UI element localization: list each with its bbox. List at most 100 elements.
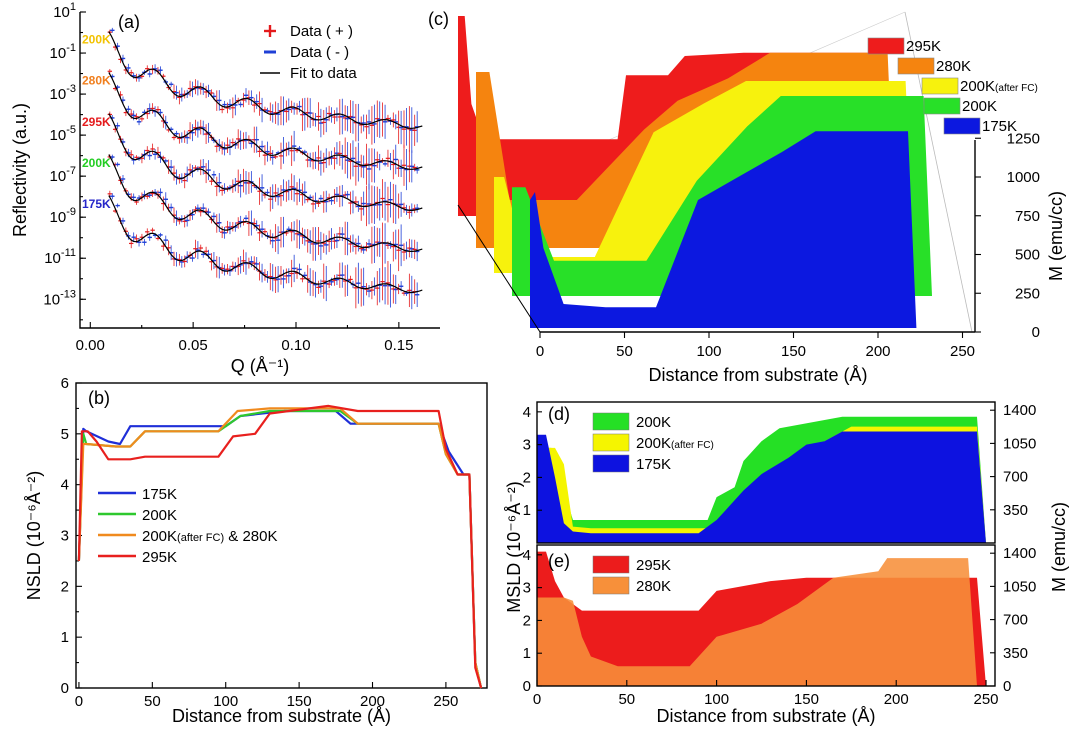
y2-tick-label: 1050 bbox=[1003, 578, 1036, 595]
x-tick-label: 0.10 bbox=[281, 337, 310, 354]
x-axis-label: Distance from substrate (Å) bbox=[656, 706, 875, 726]
fit-line bbox=[108, 195, 423, 294]
panel-label: (d) bbox=[548, 404, 570, 424]
series-line bbox=[77, 404, 483, 689]
panel-d-msld: 1 2 3 4 350 700 1050 1400 (d) MSLD (10⁻⁶Å⁻²) M (em… bbox=[504, 401, 1069, 613]
y-axis-label: NSLD (10⁻⁶Å⁻²) bbox=[24, 471, 44, 600]
x-tick-label: 200 bbox=[360, 693, 385, 710]
z-tick-label: 250 bbox=[1015, 285, 1040, 302]
y2-tick-label: 0 bbox=[1003, 678, 1011, 695]
y-tick-label: 5 bbox=[61, 426, 69, 443]
y-tick-label: 10-7 bbox=[50, 165, 76, 185]
area-series bbox=[537, 431, 986, 543]
legend-label: Data ( + ) bbox=[290, 23, 353, 40]
y-tick-label: 10-9 bbox=[50, 206, 76, 226]
y-tick-label: 0 bbox=[61, 680, 69, 697]
panel-b-nsld: 0 50 100 150 200 250 0 1 2 3 4 5 6 Distance from subs… bbox=[24, 375, 488, 726]
area-series bbox=[537, 558, 977, 686]
fit-line bbox=[108, 72, 423, 170]
axis-frame bbox=[75, 382, 488, 689]
legend-label: 295K bbox=[906, 38, 941, 55]
legend-swatch bbox=[592, 576, 630, 595]
legend-label: 280K bbox=[636, 578, 671, 595]
legend-label: 295K bbox=[142, 549, 177, 566]
y-tick-label: 2 bbox=[61, 578, 69, 595]
legend-swatch bbox=[943, 117, 981, 135]
x-axis-label: Distance from substrate (Å) bbox=[172, 706, 391, 726]
x-tick-label: 0.15 bbox=[384, 337, 413, 354]
x-tick-label: 0 bbox=[533, 691, 541, 708]
series-tag: 200K bbox=[82, 156, 111, 170]
panel-label: (c) bbox=[428, 9, 449, 29]
y2-tick-label: 700 bbox=[1003, 612, 1028, 629]
axis-frame bbox=[536, 401, 996, 544]
y-tick-label: 2 bbox=[523, 612, 531, 629]
legend-label: 175K bbox=[142, 486, 177, 503]
y-tick-label: 1 bbox=[523, 645, 531, 662]
y-tick-label: 4 bbox=[61, 477, 69, 494]
z-tick-label: 1000 bbox=[1007, 169, 1040, 186]
series-line bbox=[77, 407, 483, 689]
y-tick-label: 4 bbox=[523, 404, 531, 421]
legend-swatch bbox=[592, 454, 630, 473]
y-tick-label: 2 bbox=[523, 469, 531, 486]
z-tick-label: 0 bbox=[1032, 324, 1040, 341]
x-axis-label: Distance from substrate (Å) bbox=[648, 365, 867, 385]
x-tick-label: 50 bbox=[144, 693, 161, 710]
legend-swatch bbox=[592, 412, 630, 431]
y-tick-label: 10-11 bbox=[44, 247, 76, 267]
legend-label: 200K(after FC) bbox=[636, 435, 714, 452]
x-tick-label: 200 bbox=[865, 343, 890, 360]
y-tick-label: 1 bbox=[523, 502, 531, 519]
series-line bbox=[77, 409, 483, 689]
series-tag: 175K bbox=[82, 197, 111, 211]
y2-tick-label: 350 bbox=[1003, 502, 1028, 519]
y-tick-label: 3 bbox=[523, 437, 531, 454]
legend-swatch bbox=[921, 77, 959, 95]
x-tick-label: 50 bbox=[618, 691, 635, 708]
y-tick-label: 10-5 bbox=[50, 124, 76, 144]
y-axis-label: Reflectivity (a.u.) bbox=[10, 103, 30, 237]
legend-swatch bbox=[592, 433, 630, 452]
z-tick-label: 750 bbox=[1015, 208, 1040, 225]
x-tick-label: 100 bbox=[213, 693, 238, 710]
legend-label: 175K bbox=[982, 118, 1017, 135]
y2-tick-label: 700 bbox=[1003, 469, 1028, 486]
axis-frame bbox=[536, 544, 996, 687]
panel-label: (e) bbox=[548, 551, 570, 571]
x-tick-label: 0.05 bbox=[179, 337, 208, 354]
legend-label: 175K bbox=[636, 456, 671, 473]
y-tick-label: 101 bbox=[53, 1, 76, 21]
legend-label: 200K bbox=[142, 507, 177, 524]
legend-label: 200K bbox=[962, 98, 997, 115]
panel-e-msld: 0 1 2 3 4 0 350 700 1050 1400 0 50 100 150 200 250 (e) Di… bbox=[523, 544, 1036, 726]
x-tick-label: 0.00 bbox=[76, 337, 105, 354]
y-tick-label: 10-3 bbox=[50, 83, 76, 103]
panel-c-magnetization-3d: 0 50 100 150 200 250 0 250 500 750 1000 1250 Distanc… bbox=[428, 9, 1066, 385]
y-tick-label: 3 bbox=[61, 528, 69, 545]
legend-label: 200K bbox=[636, 414, 671, 431]
panel-a-reflectivity: 0.00 0.05 0.10 0.15 101 10-1 10-3 10-5 10-7 10-9 1… bbox=[10, 1, 440, 376]
z-tick-label: 500 bbox=[1015, 247, 1040, 264]
x-tick-label: 150 bbox=[781, 343, 806, 360]
series-tag: 280K bbox=[82, 74, 111, 88]
x-tick-label: 200 bbox=[884, 691, 909, 708]
y2-tick-label: 1400 bbox=[1003, 402, 1036, 419]
series-tag: 295K bbox=[82, 115, 111, 129]
x-tick-label: 150 bbox=[794, 691, 819, 708]
y-tick-label: 1 bbox=[61, 629, 69, 646]
area-slice bbox=[530, 131, 917, 328]
y-tick-label: 0 bbox=[523, 678, 531, 695]
fit-line bbox=[108, 31, 423, 129]
series-tag: 200K bbox=[82, 33, 111, 47]
y-axis-label-left: MSLD (10⁻⁶Å⁻²) bbox=[504, 481, 524, 612]
z-tick-label: 1250 bbox=[1007, 130, 1040, 147]
z-axis-label: M (emu/cc) bbox=[1046, 191, 1066, 281]
axis-frame bbox=[79, 12, 440, 329]
x-tick-label: 50 bbox=[616, 343, 633, 360]
legend-label: Data ( - ) bbox=[290, 44, 349, 61]
y-tick-label: 10-1 bbox=[50, 42, 76, 62]
legend-label: 200K(after FC) & 280K bbox=[142, 528, 277, 545]
y-tick-label: 6 bbox=[61, 375, 69, 392]
series-line bbox=[77, 409, 483, 689]
